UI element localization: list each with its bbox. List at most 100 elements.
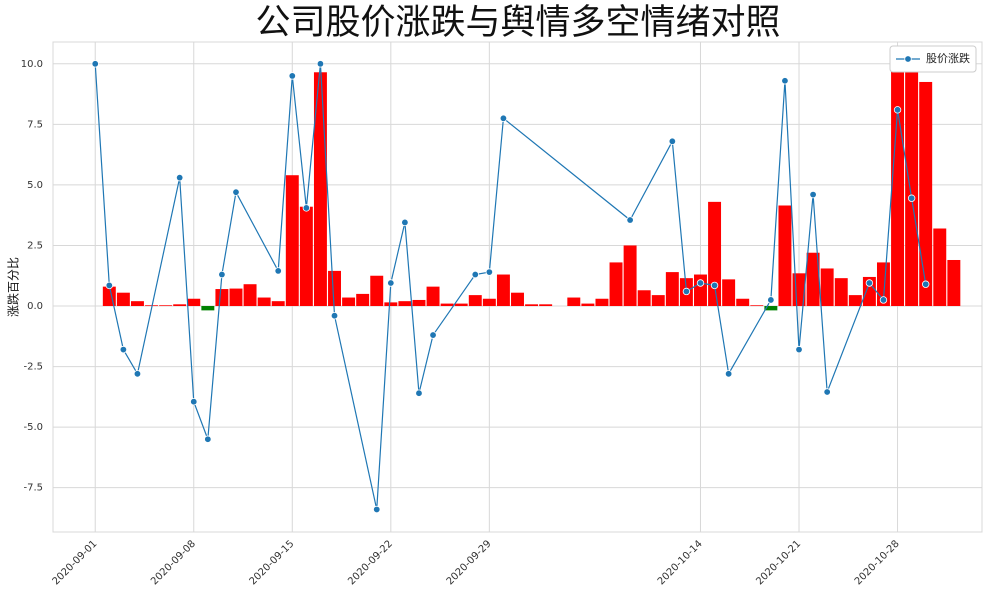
bar [708,201,722,307]
bar [539,304,553,307]
bar [820,268,834,307]
bar [919,81,933,307]
bar [187,298,201,307]
bar [876,262,890,307]
line [94,63,927,510]
bar [201,306,215,311]
chart-title: 公司股价涨跌与舆情多空情绪对照 [255,3,780,43]
bar [384,302,398,307]
point [710,281,719,290]
y-axis-label: 涨跌百分比 [6,257,21,317]
bar [229,288,243,307]
bar [511,292,524,307]
y-tick-label: -2.5 [23,362,43,373]
y-tick-label: 10.0 [21,59,43,70]
point [105,281,114,290]
bar [609,262,623,307]
bar [651,295,665,307]
point [823,388,831,396]
point [175,173,184,182]
bar [891,63,905,307]
y-tick-label: 5.0 [27,180,43,191]
point [626,216,634,224]
point [218,270,226,279]
point [316,60,325,68]
bar [342,297,356,307]
x-tick-label: 2020-10-14 [656,538,705,587]
bar [848,295,862,307]
y-tick-label: 2.5 [27,240,43,251]
legend-box [889,45,977,73]
point [907,194,916,202]
bar [299,206,313,307]
point [893,106,902,114]
x-tick-label: 2020-09-15 [248,538,297,587]
y-tick-label: 0.0 [27,301,43,312]
bar [173,304,187,307]
point [373,505,381,514]
point [682,287,691,296]
y-tick-label: 7.5 [27,119,43,130]
bar [665,272,679,307]
point [865,279,874,287]
bar [257,297,271,307]
plot-frame [52,41,983,533]
bar [215,289,229,307]
point [879,296,888,304]
y-tick-label: -7.5 [23,483,43,494]
bar [694,274,707,307]
bar [764,306,778,311]
bar [356,293,370,307]
point [668,137,677,146]
point [724,370,733,378]
bar [947,259,961,307]
point [274,267,282,275]
bar [736,298,750,307]
bar [834,278,848,307]
point [471,270,479,279]
bar [454,303,468,307]
point [302,204,311,212]
bar [468,295,482,307]
legend-label: 股价涨跌 [926,51,970,65]
x-tick-label: 2020-09-29 [445,538,494,587]
point [767,296,775,304]
bar [496,274,510,307]
point [91,60,99,68]
bar [581,303,595,307]
point [415,389,423,397]
bar [905,71,919,307]
bar [750,305,764,307]
bar [328,270,341,307]
point [330,312,339,320]
point [696,279,705,287]
point [429,331,437,339]
bar [595,298,609,307]
legend: 股价涨跌 [889,45,977,73]
point [485,268,494,276]
x-tick-label: 2020-09-22 [346,538,395,587]
bar [116,292,130,307]
bar [440,303,454,307]
bar [778,205,792,307]
bar [285,175,299,307]
point [119,345,128,354]
bar [933,228,947,307]
point [288,72,296,80]
x-tick-label: 2020-09-01 [51,538,100,587]
bar [623,245,637,307]
point [190,397,198,406]
point [401,218,409,227]
y-tick-label: -5.0 [23,422,43,433]
bar [370,275,384,307]
x-tick-label: 2020-10-21 [754,538,803,587]
bar [102,286,116,307]
x-tick-label: 2020-09-08 [149,538,198,587]
point [387,279,395,287]
point [204,435,212,443]
legend-marker [904,55,912,63]
point [499,114,508,122]
point [795,345,803,354]
bar [482,298,496,307]
